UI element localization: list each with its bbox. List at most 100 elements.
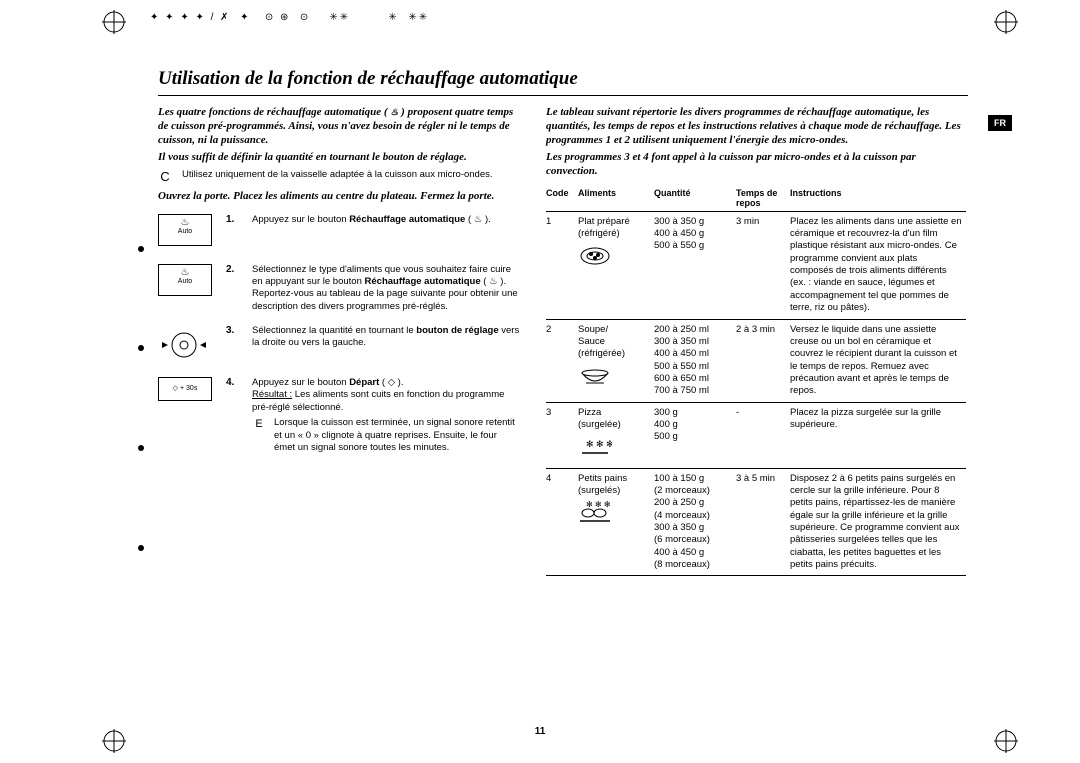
cell-food: Pizza(surgelée)✻ ✻ ✻ xyxy=(578,402,654,468)
text: Les quatre fonctions de réchauffage auto… xyxy=(158,106,390,118)
table-row: 4Petits pains(surgelés)✻ ✻ ✻100 à 150 g(… xyxy=(546,468,966,576)
content: Utilisation de la fonction de réchauffag… xyxy=(158,68,968,576)
step-4: ◇ + 30s 4. Appuyez sur le bouton Départ … xyxy=(158,377,520,454)
cell-time: 2 à 3 min xyxy=(736,319,790,402)
step-2: ♨Auto 2. Sélectionnez le type d'aliments… xyxy=(158,264,520,313)
step-icon-auto: ♨Auto xyxy=(158,214,214,252)
page: ✦ ✦ ✦ ✦ / ✗ ✦ ⊙ ⊛ ⊙ ✳✳ ✳ ✳✳ FR Utilisati… xyxy=(0,0,1080,763)
th-qty: Quantité xyxy=(654,185,736,212)
cell-code: 2 xyxy=(546,319,578,402)
page-title: Utilisation de la fonction de réchauffag… xyxy=(158,68,968,92)
cell-time: 3 à 5 min xyxy=(736,468,790,576)
th-code: Code xyxy=(546,185,578,212)
step-icon-depart: ◇ + 30s xyxy=(158,377,214,401)
cell-code: 1 xyxy=(546,211,578,319)
depart-icon: ◇ xyxy=(388,377,395,388)
step-icon-dial xyxy=(158,325,214,365)
cell-instr: Versez le liquide dans une assiette creu… xyxy=(790,319,966,402)
sub-note: E Lorsque la cuisson est terminée, un si… xyxy=(252,417,520,454)
t: ( xyxy=(379,377,387,388)
cell-instr: Placez les aliments dans une assiette en… xyxy=(790,211,966,319)
cell-qty: 300 g400 g500 g xyxy=(654,402,736,468)
crop-top-right xyxy=(992,8,1020,36)
left-column: Les quatre fonctions de réchauffage auto… xyxy=(158,106,520,576)
result-label: Résultat : xyxy=(252,389,292,400)
th-instr: Instructions xyxy=(790,185,966,212)
crop-top-left xyxy=(100,8,128,36)
reg-dot xyxy=(138,345,144,351)
cell-instr: Disposez 2 à 6 petits pains surgelés en … xyxy=(790,468,966,576)
depart-button-box: ◇ + 30s xyxy=(158,377,212,401)
bowl-icon xyxy=(578,365,650,393)
cell-food: Petits pains(surgelés)✻ ✻ ✻ xyxy=(578,468,654,576)
t: bouton de réglage xyxy=(416,325,498,336)
columns: Les quatre fonctions de réchauffage auto… xyxy=(158,106,968,576)
plate-icon xyxy=(578,244,650,272)
t: ( xyxy=(465,214,473,225)
cell-code: 3 xyxy=(546,402,578,468)
left-intro-1: Les quatre fonctions de réchauffage auto… xyxy=(158,106,520,147)
depart-label: + 30s xyxy=(180,385,197,392)
svg-text:✻ ✻ ✻: ✻ ✻ ✻ xyxy=(586,439,612,449)
cell-food: Plat préparé(réfrigéré) xyxy=(578,211,654,319)
t: ). xyxy=(482,214,490,225)
step-3: 3. Sélectionnez la quantité en tournant … xyxy=(158,325,520,365)
auto-button-box: ♨Auto xyxy=(158,214,212,246)
e-mark: E xyxy=(252,417,266,454)
bread-icon: ✻ ✻ ✻ xyxy=(578,501,650,533)
steps: ♨Auto 1. Appuyez sur le bouton Réchauffa… xyxy=(158,214,520,454)
page-number: 11 xyxy=(535,726,546,737)
reg-dot xyxy=(138,246,144,252)
pizza-icon: ✻ ✻ ✻ xyxy=(578,435,650,463)
step-text: Appuyez sur le bouton Départ ( ◇ ). Résu… xyxy=(252,377,520,454)
step-number: 3. xyxy=(226,325,240,336)
t: Sélectionnez la quantité en tournant le xyxy=(252,325,416,336)
step-number: 2. xyxy=(226,264,240,275)
right-intro-1: Le tableau suivant répertorie les divers… xyxy=(546,106,966,147)
language-badge: FR xyxy=(988,115,1012,131)
right-column: Le tableau suivant répertorie les divers… xyxy=(546,106,966,576)
t: Départ xyxy=(349,377,379,388)
cell-qty: 300 à 350 g400 à 450 g500 à 550 g xyxy=(654,211,736,319)
note-text: Utilisez uniquement de la vaisselle adap… xyxy=(182,169,520,181)
th-time: Temps de repos xyxy=(736,185,790,212)
cell-time: 3 min xyxy=(736,211,790,319)
crop-bottom-right xyxy=(992,727,1020,755)
cell-food: Soupe/Sauce(réfrigérée) xyxy=(578,319,654,402)
step-text: Sélectionnez la quantité en tournant le … xyxy=(252,325,520,350)
th-food: Aliments xyxy=(578,185,654,212)
cell-instr: Placez la pizza surgelée sur la grille s… xyxy=(790,402,966,468)
table-row: 2Soupe/Sauce(réfrigérée)200 à 250 ml300 … xyxy=(546,319,966,402)
left-intro-2: Il vous suffit de définir la quantité en… xyxy=(158,151,520,165)
right-intro-2: Les programmes 3 et 4 font appel à la cu… xyxy=(546,151,966,179)
reg-dot xyxy=(138,545,144,551)
title-rule xyxy=(158,95,968,96)
header-symbols: ✦ ✦ ✦ ✦ / ✗ ✦ ⊙ ⊛ ⊙ ✳✳ ✳ ✳✳ xyxy=(150,12,429,23)
auto-label: Auto xyxy=(178,228,192,235)
cell-time: - xyxy=(736,402,790,468)
auto-button-box: ♨Auto xyxy=(158,264,212,296)
table-header-row: Code Aliments Quantité Temps de repos In… xyxy=(546,185,966,212)
step-text: Sélectionnez le type d'aliments que vous… xyxy=(252,264,520,313)
dial-box xyxy=(158,325,210,365)
step-1: ♨Auto 1. Appuyez sur le bouton Réchauffa… xyxy=(158,214,520,252)
result-block: Résultat : Les aliments sont cuits en fo… xyxy=(252,389,520,454)
cell-code: 4 xyxy=(546,468,578,576)
table-row: 1Plat préparé(réfrigéré)300 à 350 g400 à… xyxy=(546,211,966,319)
t: ). xyxy=(395,377,403,388)
left-intro-3: Ouvrez la porte. Placez les aliments au … xyxy=(158,190,520,204)
note-row: C Utilisez uniquement de la vaisselle ad… xyxy=(158,169,520,184)
svg-text:✻ ✻ ✻: ✻ ✻ ✻ xyxy=(586,501,611,509)
table-row: 3Pizza(surgelée)✻ ✻ ✻300 g400 g500 g-Pla… xyxy=(546,402,966,468)
cell-qty: 200 à 250 ml300 à 350 ml400 à 450 ml500 … xyxy=(654,319,736,402)
caution-mark: C xyxy=(158,169,172,184)
step-number: 1. xyxy=(226,214,240,225)
step-number: 4. xyxy=(226,377,240,388)
step-icon-auto: ♨Auto xyxy=(158,264,214,302)
reg-dot xyxy=(138,445,144,451)
t: Réchauffage automatique xyxy=(349,214,465,225)
cell-qty: 100 à 150 g(2 morceaux)200 à 250 g(4 mor… xyxy=(654,468,736,576)
t: Appuyez sur le bouton xyxy=(252,214,349,225)
programs-table: Code Aliments Quantité Temps de repos In… xyxy=(546,185,966,577)
auto-icon: ♨ xyxy=(489,276,498,287)
